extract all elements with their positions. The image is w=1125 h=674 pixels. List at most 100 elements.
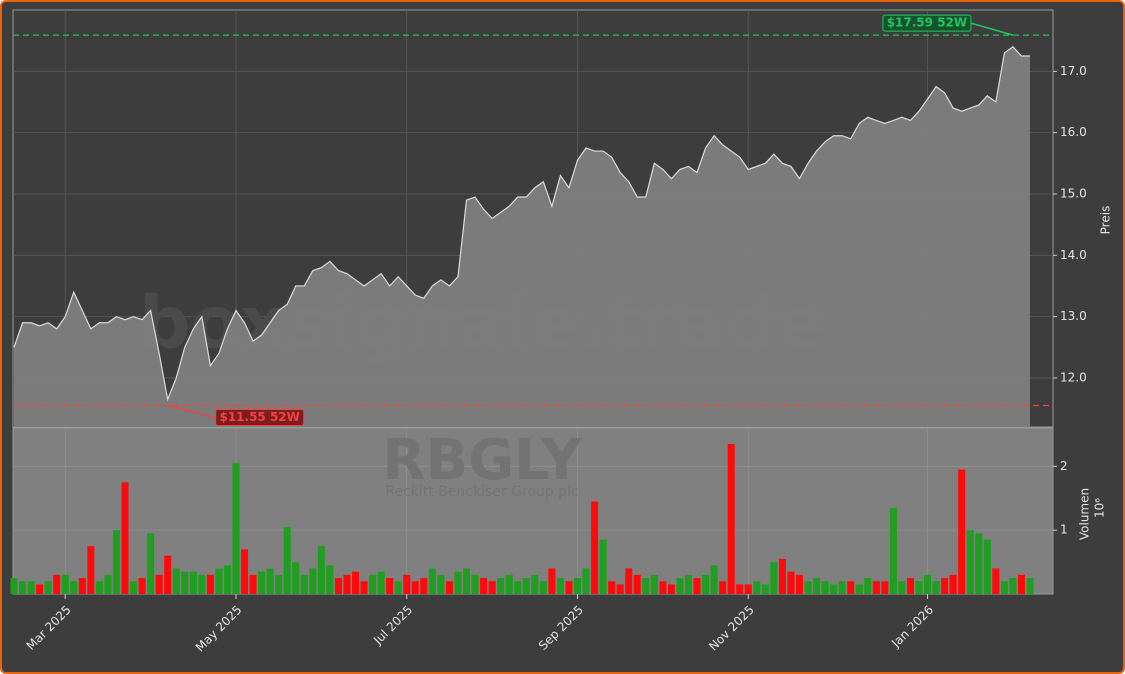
volume-bar bbox=[19, 581, 27, 594]
y-tick-label: 13.0 bbox=[1060, 309, 1087, 323]
volume-bar bbox=[27, 581, 35, 594]
volume-bar bbox=[693, 578, 701, 594]
volume-bar bbox=[659, 581, 667, 594]
annotation-box bbox=[215, 409, 305, 427]
volume-bar bbox=[941, 578, 949, 594]
volume-bar bbox=[130, 581, 138, 594]
volume-bar bbox=[582, 568, 590, 594]
volume-bar bbox=[480, 578, 488, 594]
volume-bar bbox=[591, 501, 599, 594]
x-tick-label: May 2025 bbox=[193, 603, 245, 655]
volume-bar bbox=[292, 562, 300, 594]
x-tick-label: Sep 2025 bbox=[536, 603, 586, 653]
volume-bar bbox=[61, 574, 69, 594]
volume-bar bbox=[78, 578, 86, 594]
volume-bar bbox=[573, 578, 581, 594]
volume-bar bbox=[565, 581, 573, 594]
volume-bar bbox=[531, 574, 539, 594]
volume-bar bbox=[898, 581, 906, 594]
volume-bar bbox=[889, 507, 897, 594]
volume-bar bbox=[906, 578, 914, 594]
volume-bar bbox=[104, 574, 112, 594]
x-tick-label: Jul 2025 bbox=[370, 603, 415, 648]
volume-bar bbox=[497, 578, 505, 594]
x-tick-label: Nov 2025 bbox=[706, 603, 757, 654]
volume-bar bbox=[915, 581, 923, 594]
volume-bar bbox=[352, 571, 360, 594]
volume-bar bbox=[736, 584, 744, 594]
volume-panel bbox=[12, 427, 1054, 595]
volume-bar bbox=[138, 578, 146, 594]
volume-bar bbox=[1000, 581, 1008, 594]
volume-bar bbox=[445, 581, 453, 594]
volume-bar bbox=[684, 574, 692, 594]
volume-bar bbox=[360, 581, 368, 594]
volume-bar bbox=[249, 574, 257, 594]
volume-bar bbox=[1026, 578, 1034, 594]
volume-bar bbox=[983, 539, 991, 594]
volume-bar bbox=[650, 574, 658, 594]
volume-bar bbox=[300, 574, 308, 594]
volume-bar bbox=[924, 574, 932, 594]
volume-bar bbox=[403, 574, 411, 594]
volume-bar bbox=[642, 578, 650, 594]
volume-bar bbox=[428, 568, 436, 594]
volume-bar bbox=[702, 574, 710, 594]
volume-bar bbox=[1009, 578, 1017, 594]
volume-bar bbox=[753, 581, 761, 594]
volume-bar bbox=[112, 530, 120, 594]
volume-bar bbox=[10, 578, 18, 594]
volume-bar bbox=[770, 562, 778, 594]
volume-bar bbox=[813, 578, 821, 594]
y-tick-label: 15.0 bbox=[1060, 186, 1087, 200]
volume-bar bbox=[522, 578, 530, 594]
price-area bbox=[14, 46, 1030, 427]
watermark-ticker: RBGLY bbox=[382, 428, 583, 493]
y-tick-label: 12.0 bbox=[1060, 370, 1087, 384]
volume-bar bbox=[309, 568, 317, 594]
volume-bar bbox=[616, 584, 624, 594]
volume-bar bbox=[633, 574, 641, 594]
volume-bar bbox=[95, 581, 103, 594]
volume-bar bbox=[1017, 574, 1025, 594]
volume-bar bbox=[454, 571, 462, 594]
volume-bar bbox=[778, 558, 786, 594]
volume-bar bbox=[847, 581, 855, 594]
annotation-arrow bbox=[970, 22, 1014, 36]
y-tick-label: 2 bbox=[1060, 459, 1068, 473]
x-tick-label: Jan 2026 bbox=[888, 603, 936, 651]
volume-bar bbox=[539, 581, 547, 594]
volume-bar bbox=[411, 581, 419, 594]
volume-bar bbox=[420, 578, 428, 594]
volume-bar bbox=[830, 584, 838, 594]
volume-bar bbox=[275, 574, 283, 594]
volume-bar bbox=[488, 581, 496, 594]
volume-bar bbox=[87, 546, 95, 594]
volume-bar bbox=[471, 574, 479, 594]
annotation-arrow bbox=[167, 404, 216, 419]
volume-bar bbox=[343, 574, 351, 594]
volume-bar bbox=[369, 574, 377, 594]
volume-bar bbox=[44, 581, 52, 594]
volume-bar bbox=[548, 568, 556, 594]
volume-bar bbox=[147, 533, 155, 594]
volume-bar bbox=[608, 581, 616, 594]
volume-bar bbox=[514, 581, 522, 594]
volume-bar bbox=[36, 584, 44, 594]
volume-bar bbox=[189, 571, 197, 594]
y-tick-label: 16.0 bbox=[1060, 125, 1087, 139]
volume-bar bbox=[206, 574, 214, 594]
volume-bar bbox=[821, 581, 829, 594]
volume-bar bbox=[121, 482, 129, 594]
watermark-company: Reckitt Benckiser Group plc bbox=[385, 484, 578, 500]
volume-bar bbox=[932, 581, 940, 594]
volume-bar bbox=[463, 568, 471, 594]
volume-bar bbox=[966, 530, 974, 594]
volume-bar bbox=[198, 574, 206, 594]
volume-bar bbox=[795, 574, 803, 594]
volume-bar bbox=[719, 581, 727, 594]
volume-bar bbox=[599, 539, 607, 594]
y-tick-label: 1 bbox=[1060, 523, 1068, 537]
volume-bar bbox=[838, 581, 846, 594]
